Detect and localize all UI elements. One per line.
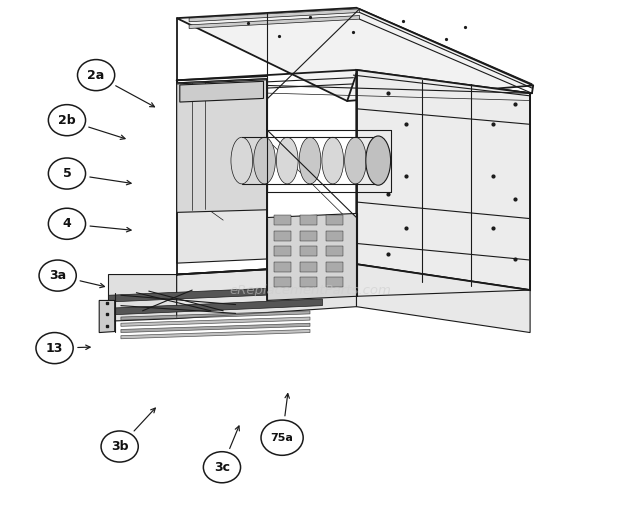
Polygon shape bbox=[121, 329, 310, 339]
Text: 3b: 3b bbox=[111, 440, 128, 453]
Polygon shape bbox=[180, 81, 264, 102]
Bar bbox=[326, 246, 343, 256]
Polygon shape bbox=[189, 16, 360, 28]
Bar bbox=[300, 246, 317, 256]
Text: 3a: 3a bbox=[49, 269, 66, 282]
Bar bbox=[274, 231, 291, 241]
Bar bbox=[274, 262, 291, 272]
Polygon shape bbox=[177, 79, 267, 212]
Bar bbox=[326, 215, 343, 225]
Polygon shape bbox=[121, 323, 310, 333]
Ellipse shape bbox=[322, 137, 343, 184]
Text: 2a: 2a bbox=[87, 68, 105, 82]
Bar bbox=[326, 231, 343, 241]
Circle shape bbox=[203, 452, 241, 483]
Polygon shape bbox=[121, 317, 310, 326]
Circle shape bbox=[39, 260, 76, 291]
Text: 2b: 2b bbox=[58, 113, 76, 127]
Text: 13: 13 bbox=[46, 341, 63, 355]
Circle shape bbox=[78, 60, 115, 91]
Circle shape bbox=[101, 431, 138, 462]
Bar bbox=[300, 215, 317, 225]
Polygon shape bbox=[177, 79, 267, 263]
Ellipse shape bbox=[367, 137, 389, 184]
Ellipse shape bbox=[254, 137, 275, 184]
Ellipse shape bbox=[366, 136, 391, 185]
Polygon shape bbox=[99, 300, 115, 333]
Bar bbox=[300, 277, 317, 287]
Bar bbox=[326, 262, 343, 272]
Polygon shape bbox=[108, 286, 322, 302]
Circle shape bbox=[48, 158, 86, 189]
Bar bbox=[274, 277, 291, 287]
Ellipse shape bbox=[231, 137, 253, 184]
Bar bbox=[300, 262, 317, 272]
Polygon shape bbox=[177, 264, 356, 319]
Polygon shape bbox=[108, 299, 322, 315]
Polygon shape bbox=[177, 8, 533, 101]
Polygon shape bbox=[177, 264, 530, 303]
Text: 75a: 75a bbox=[271, 433, 293, 443]
Bar bbox=[300, 231, 317, 241]
Circle shape bbox=[261, 420, 303, 455]
Polygon shape bbox=[356, 70, 530, 290]
Polygon shape bbox=[121, 311, 310, 320]
Polygon shape bbox=[356, 264, 530, 333]
Polygon shape bbox=[267, 213, 356, 300]
Polygon shape bbox=[108, 275, 177, 321]
Circle shape bbox=[48, 208, 86, 239]
Text: 3c: 3c bbox=[214, 461, 230, 474]
Polygon shape bbox=[189, 9, 360, 22]
Text: eReplacementParts.com: eReplacementParts.com bbox=[229, 283, 391, 297]
Text: 5: 5 bbox=[63, 167, 71, 180]
Bar bbox=[274, 215, 291, 225]
Bar bbox=[274, 246, 291, 256]
Ellipse shape bbox=[277, 137, 298, 184]
Bar bbox=[326, 277, 343, 287]
Circle shape bbox=[48, 105, 86, 136]
Polygon shape bbox=[356, 70, 530, 290]
Ellipse shape bbox=[345, 137, 366, 184]
Circle shape bbox=[36, 333, 73, 364]
Text: 4: 4 bbox=[63, 217, 71, 231]
Ellipse shape bbox=[299, 137, 321, 184]
